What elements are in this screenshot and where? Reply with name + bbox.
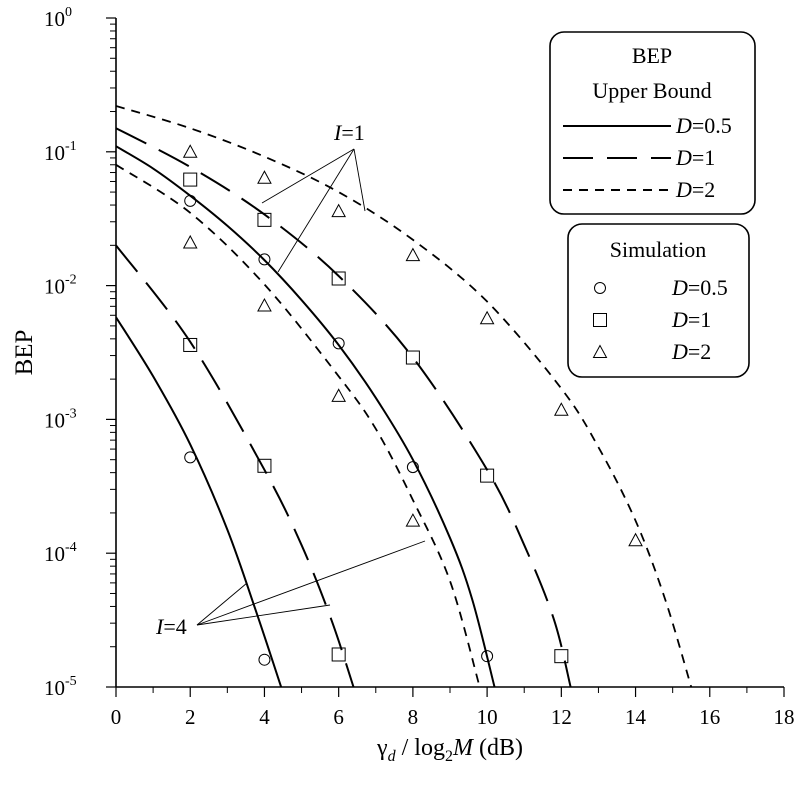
annotation-i1-leader [277,148,355,273]
annotation-i4: I=4 [155,540,426,639]
legend-upper-bound: BEP Upper Bound D=0.5 D=1 D=2 [549,31,756,215]
legend-sim-marker [592,344,608,358]
legend-sim-label: D=2 [671,339,711,364]
circle-marker [258,653,271,666]
circle-marker [258,253,271,266]
x-tick-label: 10 [477,705,498,729]
y-axis-title: BEP [11,330,38,376]
y-tick-label: 100 [44,5,72,31]
square-marker [331,647,346,662]
legend-sim-marker [593,313,607,327]
legend-upper-box [549,31,756,215]
series-line-I1-d2 [116,105,693,687]
triangle-marker [405,513,421,527]
triangle-marker [331,203,347,218]
markers-group [182,144,643,666]
annotation-i1: I=1 [261,120,366,273]
triangle-marker [257,170,272,184]
series-line-I4-d1 [116,244,355,687]
series-line-I1-d1 [116,127,572,687]
square-marker [554,649,569,664]
circle-marker [184,194,197,207]
legend-sim-box [567,223,750,378]
circle-marker [184,451,197,464]
y-tick-label: 10-5 [44,674,77,700]
triangle-marker [628,532,643,547]
square-marker [480,468,495,483]
legend-sim-title: Simulation [610,237,707,262]
y-tick-label: 10-4 [44,540,77,566]
x-axis-title: γd / log2M (dB) [376,735,523,765]
x-tick-label: 4 [259,705,270,729]
legend-upper-title: BEP [632,43,672,68]
x-tick-label: 14 [625,705,647,729]
circle-marker [406,461,419,474]
circle-marker [481,650,494,663]
x-tick-label: 8 [408,705,419,729]
annotation-i4-leader [196,604,331,626]
legend-upper-subtitle: Upper Bound [592,78,711,103]
series-group [116,105,693,687]
annotation-i4-leader [196,540,426,626]
annotation-i1-leader [353,148,366,212]
triangle-marker [479,310,495,325]
triangle-marker [182,234,198,249]
square-marker [257,212,272,227]
legend-simulation: Simulation D=0.5 D=1 D=2 [567,223,750,378]
square-marker [331,271,346,286]
x-tick-label: 2 [185,705,196,729]
x-tick-label: 6 [333,705,344,729]
y-tick-label: 10-2 [44,273,77,299]
legend-upper-label: D=2 [675,177,715,202]
circle-marker [332,337,345,350]
square-marker [183,337,198,352]
annotation-i1-label: I=1 [333,120,365,145]
legend-sim-label: D=0.5 [671,275,728,300]
triangle-marker [257,297,272,312]
triangle-marker [182,144,198,158]
x-tick-label: 16 [699,705,720,729]
legend-upper-label: D=1 [675,145,715,170]
legend-upper-label: D=0.5 [675,113,732,138]
x-tick-label: 18 [774,705,795,729]
annotation-i1-leader [261,148,355,204]
triangle-marker [405,247,421,262]
triangle-marker [331,388,347,402]
series-line-I4-d2 [116,164,481,687]
square-marker [183,172,198,187]
annotation-i4-leader [196,582,248,626]
square-marker [257,458,272,473]
square-marker [405,350,420,365]
legend-sim-marker [594,282,606,294]
series-line-I4-d05 [116,316,283,687]
x-tick-label: 0 [111,705,122,729]
y-tick-label: 10-3 [44,406,77,432]
x-tick-label: 12 [551,705,572,729]
y-tick-label: 10-1 [44,139,77,165]
annotation-i4-label: I=4 [155,614,187,639]
legend-sim-label: D=1 [671,307,711,332]
triangle-marker [553,402,569,416]
